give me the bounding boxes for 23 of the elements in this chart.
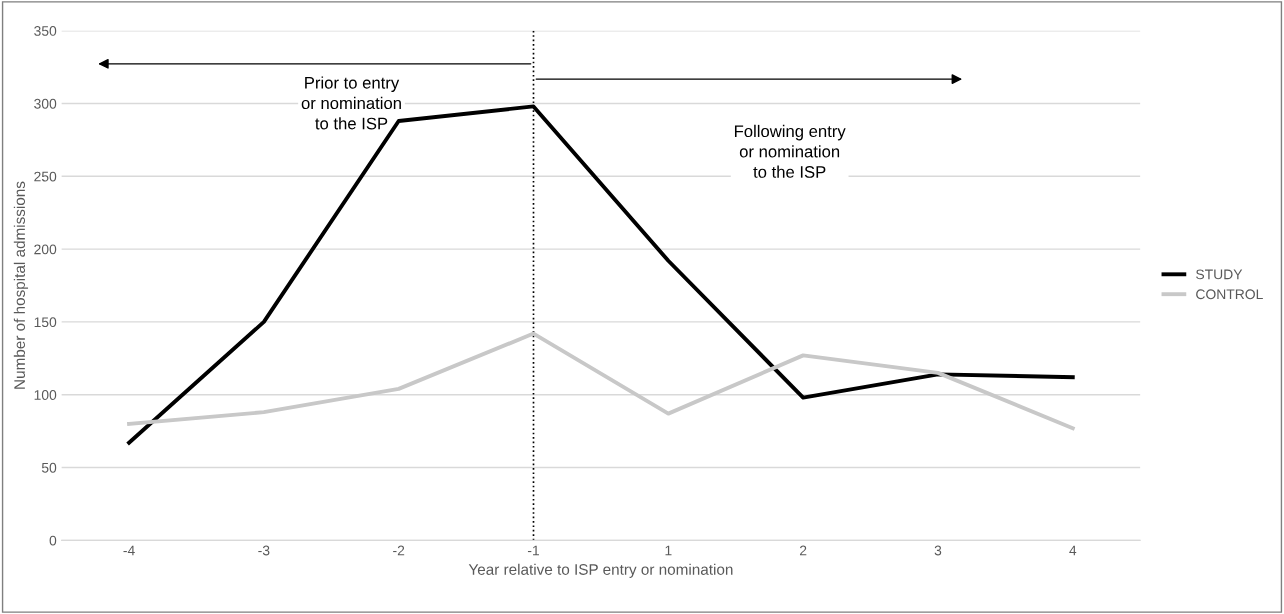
annotation: Prior to entry or nomination to the ISP bbox=[301, 76, 401, 130]
x-tick-label: -4 bbox=[123, 545, 135, 556]
y-tick-label: 300 bbox=[34, 98, 57, 109]
y-tick-label: 200 bbox=[34, 244, 57, 255]
legend-label: CONTROL bbox=[1196, 289, 1263, 300]
x-tick-label: 3 bbox=[934, 545, 942, 556]
x-tick-label: -3 bbox=[258, 545, 270, 556]
x-tick-label: -2 bbox=[393, 545, 405, 556]
y-tick-label: 150 bbox=[34, 317, 57, 328]
legend-label: STUDY bbox=[1196, 269, 1243, 280]
x-tick-label: -1 bbox=[527, 545, 539, 556]
y-tick-label: 50 bbox=[41, 462, 57, 473]
x-tick-label: 4 bbox=[1069, 545, 1077, 556]
x-tick-label: 2 bbox=[799, 545, 807, 556]
line-series bbox=[127, 331, 1075, 431]
y-axis-title: Number of hospital admissions bbox=[13, 181, 29, 389]
y-tick-label: 0 bbox=[49, 535, 57, 546]
y-tick-label: 100 bbox=[34, 390, 57, 400]
x-tick-label: 1 bbox=[665, 545, 672, 556]
y-tick-label: 350 bbox=[34, 26, 57, 36]
annotation: Following entry or nomination to the ISP bbox=[734, 124, 846, 178]
y-tick-label: 250 bbox=[34, 171, 57, 182]
x-axis-title: Year relative to ISP entry or nomination bbox=[468, 563, 733, 578]
